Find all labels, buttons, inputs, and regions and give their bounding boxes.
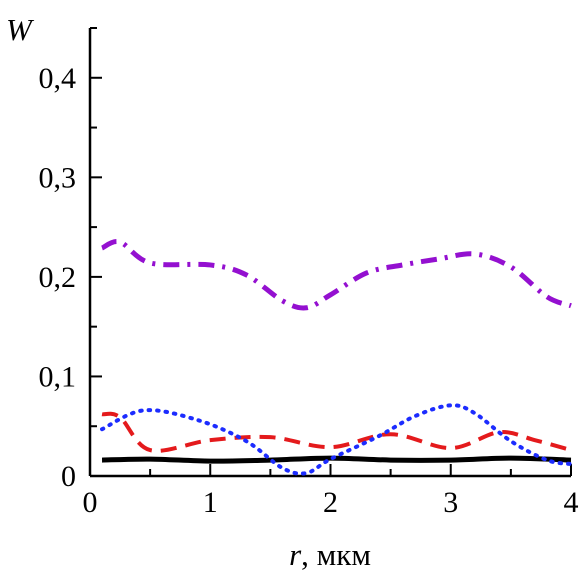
series-line-1 — [101, 455, 572, 464]
x-axis-title: r, мкм — [289, 537, 371, 572]
x-tick-label: 4 — [564, 486, 579, 519]
axes — [88, 28, 571, 478]
y-tick-label: 0,4 — [39, 62, 77, 95]
y-tick-label: 0 — [61, 460, 76, 493]
series-line-3 — [100, 403, 573, 476]
y-tick-label: 0,3 — [39, 161, 77, 194]
series-line-2 — [101, 411, 572, 453]
x-tick-label: 2 — [323, 486, 338, 519]
ticks: 0 1 2 3 4 0 0,1 0,2 0,3 0,4 — [39, 27, 579, 519]
series-line-4 — [100, 239, 572, 311]
x-tick-label: 1 — [203, 486, 218, 519]
y-axis-title: W — [6, 12, 35, 47]
x-tick-label: 3 — [443, 486, 458, 519]
series-layer — [100, 239, 573, 476]
x-axis-variable: r — [289, 537, 302, 572]
y-tick-label: 0,1 — [39, 360, 77, 393]
x-axis-unit: , мкм — [301, 537, 371, 572]
y-tick-label: 0,2 — [39, 261, 77, 294]
x-tick-label: 0 — [83, 486, 98, 519]
